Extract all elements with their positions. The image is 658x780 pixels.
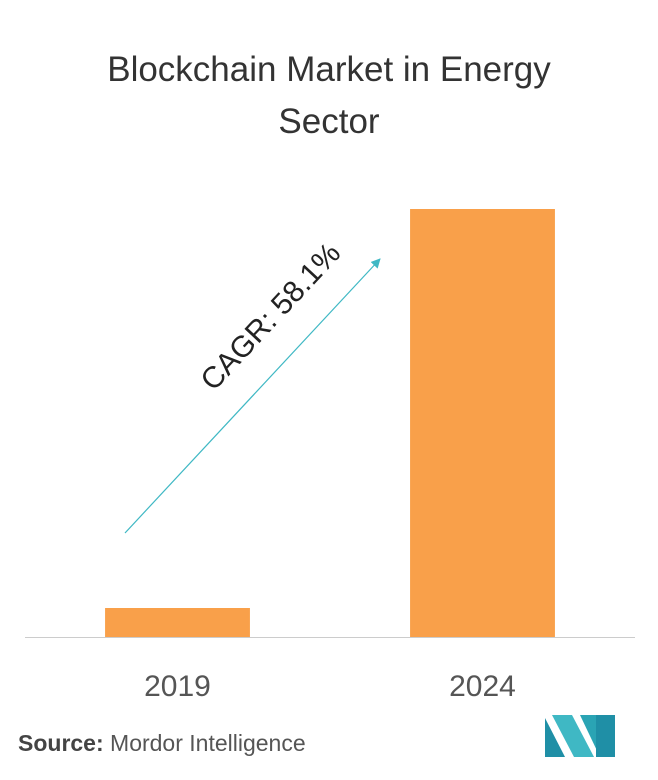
logo <box>545 715 615 757</box>
bar <box>105 608 250 637</box>
bar <box>410 209 555 637</box>
source-text: Mordor Intelligence <box>110 730 306 756</box>
x-tick-label: 2019 <box>144 670 211 703</box>
annotation: CAGR: 58.1% <box>195 237 348 397</box>
cagr-arrow <box>124 258 381 534</box>
source-label: Source: <box>18 730 104 756</box>
chart-title: Blockchain Market in Energy Sector <box>107 50 551 141</box>
source: Source: Mordor Intelligence <box>18 730 306 757</box>
x-tick-label: 2024 <box>449 670 516 703</box>
